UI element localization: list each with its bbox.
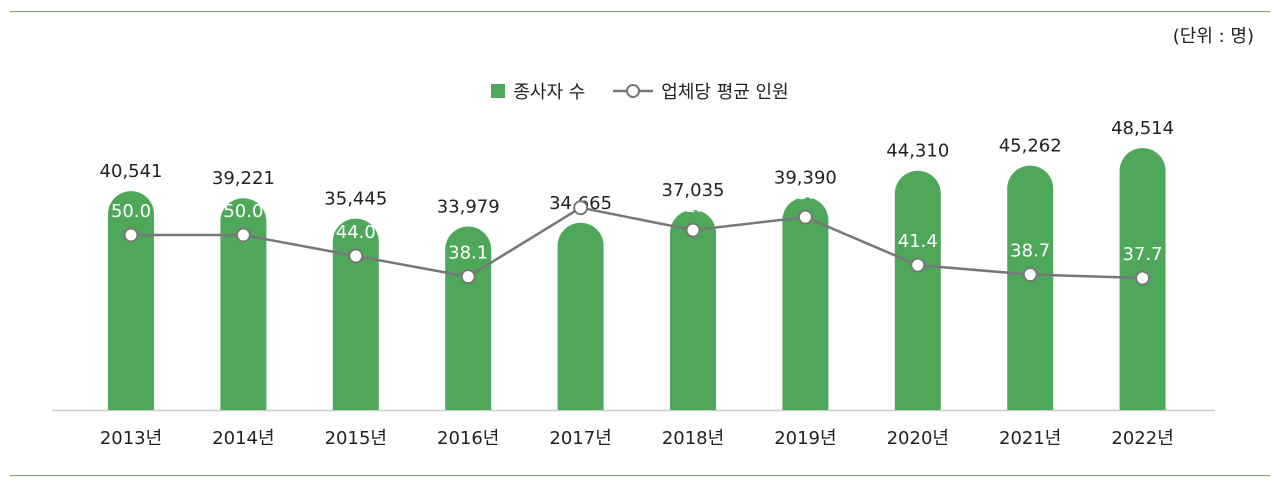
legend-line-label: 업체당 평균 인원 — [661, 82, 789, 103]
line-point-0 — [123, 227, 139, 243]
x-tick-label: 2018년 — [662, 428, 724, 449]
legend-bar-label: 종사자 수 — [513, 82, 586, 103]
bar-value-label: 40,541 — [100, 161, 163, 182]
x-tick-label: 2019년 — [774, 428, 836, 449]
x-tick-label: 2021년 — [999, 428, 1061, 449]
x-tick-label: 2022년 — [1111, 428, 1173, 449]
bar-8 — [1007, 165, 1054, 410]
line-point-8 — [1022, 267, 1038, 283]
bar-value-label: 39,221 — [212, 168, 275, 189]
unit-label: (단위 : 명) — [1172, 26, 1254, 47]
x-tick-label: 2020년 — [887, 428, 949, 449]
bar-value-label: 37,035 — [662, 180, 725, 201]
x-tick-label: 2013년 — [100, 428, 162, 449]
line-value-label: 50.0 — [223, 201, 263, 222]
line-point-6 — [797, 209, 813, 225]
line-value-label: 38.7 — [1010, 241, 1050, 262]
bar-value-label: 45,262 — [999, 136, 1062, 157]
line-point-7 — [910, 257, 926, 273]
x-tick-label: 2016년 — [437, 428, 499, 449]
line-point-1 — [235, 227, 251, 243]
line-value-label: 41.4 — [898, 231, 938, 252]
legend-bar-swatch — [491, 84, 506, 98]
line-value-label: 57.8 — [561, 174, 601, 195]
bar-4 — [557, 222, 604, 410]
avg-staff-line — [131, 206, 1143, 280]
line-value-label: 51.4 — [673, 196, 713, 217]
x-tick-label: 2017년 — [549, 428, 611, 449]
legend: 종사자 수 업체당 평균 인원 — [0, 78, 1280, 104]
bar-value-label: 35,445 — [324, 189, 387, 210]
bar-value-label: 48,514 — [1111, 118, 1174, 139]
bar-3 — [445, 226, 492, 410]
bottom-rule — [10, 475, 1270, 476]
line-value-label: 55.1 — [785, 183, 825, 204]
bar-1 — [220, 198, 267, 410]
line-point-9 — [1135, 270, 1151, 286]
line-value-label: 37.7 — [1123, 244, 1163, 265]
top-rule — [10, 11, 1270, 12]
x-tick-label: 2014년 — [212, 428, 274, 449]
bar-value-label: 44,310 — [886, 141, 949, 162]
legend-line-marker-icon — [613, 84, 654, 98]
bar-2 — [332, 218, 379, 410]
legend-item-line: 업체당 평균 인원 — [613, 78, 789, 104]
line-point-4 — [573, 200, 589, 216]
bar-0 — [108, 191, 154, 410]
bar-7 — [894, 170, 941, 410]
legend-item-bar: 종사자 수 — [491, 78, 585, 104]
bar-6 — [782, 197, 829, 410]
line-point-2 — [348, 248, 364, 264]
line-point-5 — [685, 222, 701, 238]
x-tick-label: 2015년 — [325, 428, 387, 449]
line-value-label: 38.1 — [448, 243, 488, 264]
bar-5 — [670, 210, 716, 410]
bar-value-label: 39,390 — [774, 167, 837, 188]
line-value-label: 50.0 — [111, 201, 151, 222]
bar-value-label: 33,979 — [437, 197, 500, 218]
line-point-3 — [460, 269, 476, 285]
line-value-label: 44.0 — [336, 222, 376, 243]
